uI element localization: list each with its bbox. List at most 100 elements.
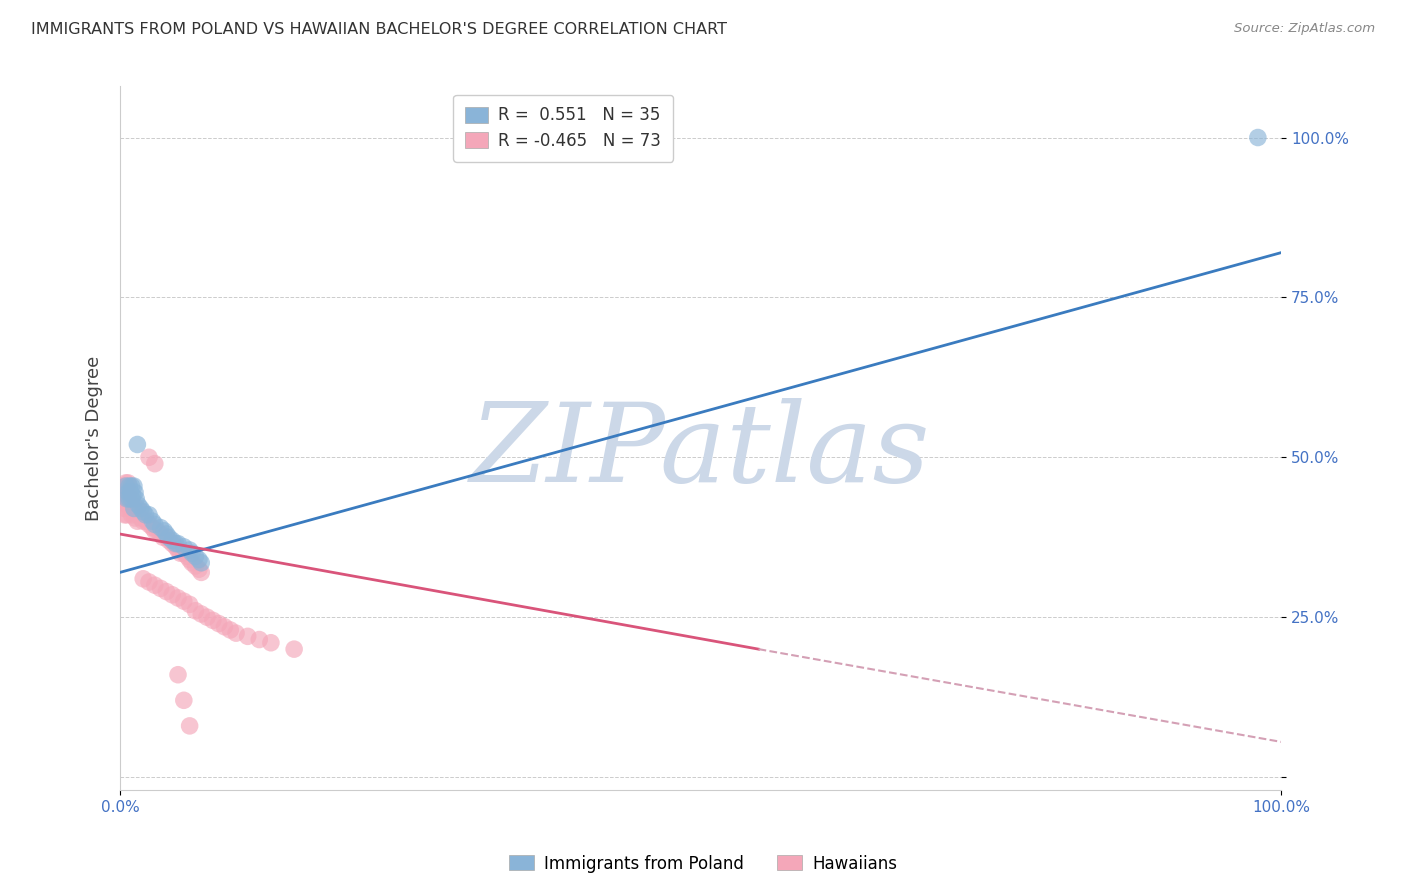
Point	[114, 508, 136, 522]
Point	[165, 540, 187, 554]
Text: Source: ZipAtlas.com: Source: ZipAtlas.com	[1234, 22, 1375, 36]
Point	[134, 508, 156, 522]
Point	[155, 530, 177, 544]
Point	[146, 524, 169, 538]
Point	[127, 514, 149, 528]
Point	[132, 514, 155, 528]
Point	[121, 491, 143, 506]
Point	[167, 536, 190, 550]
Point	[118, 485, 141, 500]
Point	[173, 594, 195, 608]
Point	[138, 517, 160, 532]
Legend: Immigrants from Poland, Hawaiians: Immigrants from Poland, Hawaiians	[502, 848, 904, 880]
Point	[165, 536, 187, 550]
Point	[167, 591, 190, 605]
Point	[143, 457, 166, 471]
Point	[155, 527, 177, 541]
Point	[114, 495, 136, 509]
Text: IMMIGRANTS FROM POLAND VS HAWAIIAN BACHELOR'S DEGREE CORRELATION CHART: IMMIGRANTS FROM POLAND VS HAWAIIAN BACHE…	[31, 22, 727, 37]
Point	[122, 501, 145, 516]
Point	[115, 508, 138, 522]
Point	[160, 533, 183, 548]
Point	[176, 549, 198, 564]
Point	[143, 517, 166, 532]
Point	[128, 498, 150, 512]
Point	[121, 479, 143, 493]
Point	[114, 475, 136, 490]
Point	[184, 559, 207, 574]
Point	[181, 556, 204, 570]
Point	[173, 540, 195, 554]
Point	[138, 574, 160, 589]
Point	[143, 524, 166, 538]
Point	[260, 636, 283, 650]
Point	[160, 536, 183, 550]
Point	[118, 479, 141, 493]
Point	[121, 491, 143, 506]
Point	[121, 489, 143, 503]
Point	[117, 485, 139, 500]
Point	[114, 479, 136, 493]
Point	[143, 578, 166, 592]
Point	[127, 437, 149, 451]
Point	[117, 491, 139, 506]
Point	[135, 514, 157, 528]
Point	[121, 508, 143, 522]
Point	[115, 489, 138, 503]
Point	[169, 546, 191, 560]
Point	[153, 524, 176, 538]
Point	[179, 719, 201, 733]
Y-axis label: Bachelor's Degree: Bachelor's Degree	[86, 356, 103, 521]
Point	[127, 501, 149, 516]
Point	[132, 572, 155, 586]
Point	[190, 566, 212, 580]
Point	[115, 498, 138, 512]
Legend: R =  0.551   N = 35, R = -0.465   N = 73: R = 0.551 N = 35, R = -0.465 N = 73	[453, 95, 673, 161]
Point	[155, 584, 177, 599]
Point	[179, 598, 201, 612]
Point	[187, 562, 209, 576]
Point	[114, 501, 136, 516]
Text: ZIPatlas: ZIPatlas	[470, 399, 931, 506]
Point	[149, 527, 172, 541]
Point	[179, 543, 201, 558]
Point	[120, 501, 142, 516]
Point	[132, 505, 155, 519]
Point	[173, 546, 195, 560]
Point	[141, 514, 163, 528]
Point	[122, 479, 145, 493]
Point	[124, 485, 146, 500]
Point	[225, 626, 247, 640]
Point	[187, 552, 209, 566]
Point	[112, 479, 135, 493]
Point	[129, 505, 152, 519]
Point	[190, 607, 212, 621]
Point	[179, 552, 201, 566]
Point	[120, 485, 142, 500]
Point	[181, 546, 204, 560]
Point	[149, 521, 172, 535]
Point	[184, 604, 207, 618]
Point	[167, 543, 190, 558]
Point	[157, 533, 180, 548]
Point	[214, 620, 236, 634]
Point	[236, 629, 259, 643]
Point	[149, 582, 172, 596]
Point	[247, 632, 270, 647]
Point	[117, 475, 139, 490]
Point	[283, 642, 305, 657]
Point	[190, 556, 212, 570]
Point	[122, 498, 145, 512]
Point	[219, 623, 242, 637]
Point	[167, 667, 190, 681]
Point	[201, 613, 224, 627]
Point	[118, 491, 141, 506]
Point	[124, 511, 146, 525]
Point	[129, 511, 152, 525]
Point	[173, 693, 195, 707]
Point	[157, 530, 180, 544]
Point	[115, 491, 138, 506]
Point	[129, 501, 152, 516]
Point	[115, 479, 138, 493]
Point	[141, 521, 163, 535]
